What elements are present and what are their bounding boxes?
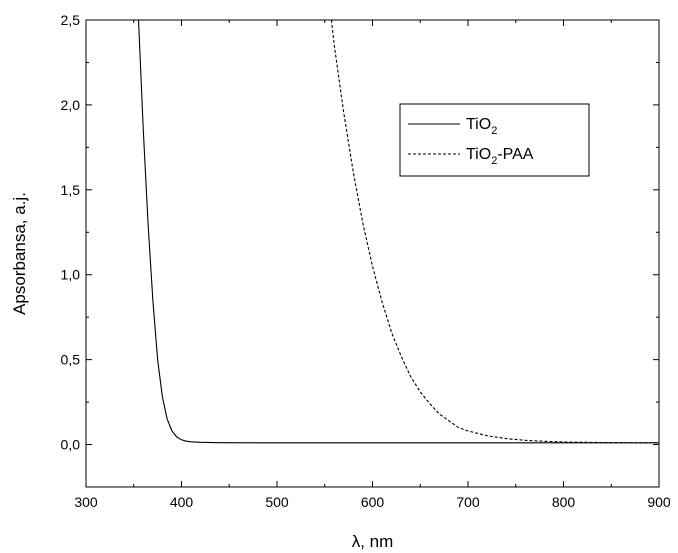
x-axis-title: λ, nm xyxy=(352,532,394,551)
series-line-1 xyxy=(137,20,659,444)
x-tick-label: 600 xyxy=(361,494,385,510)
y-tick-label: 0,0 xyxy=(61,437,81,453)
y-tick-label: 2,0 xyxy=(61,97,81,113)
x-tick-label: 900 xyxy=(647,494,671,510)
legend-label-2: TiO2-PAA xyxy=(466,146,534,167)
series-line-2 xyxy=(330,20,659,444)
y-tick-label: 1,0 xyxy=(61,267,81,283)
axes: 300 400 500 600 700 800 900 0,0 0,5 1,0 1,5 2,0 2,5 xyxy=(61,12,671,510)
legend-label-1: TiO2 xyxy=(466,116,497,137)
y-axis-title: Apsorbansa, a.j. xyxy=(10,192,29,315)
y-tick-label: 0,5 xyxy=(61,352,81,368)
plot-frame xyxy=(85,19,660,488)
x-tick-label: 700 xyxy=(456,494,480,510)
x-tick-label: 400 xyxy=(170,494,194,510)
y-tick-label: 2,5 xyxy=(61,12,81,28)
x-tick-label: 800 xyxy=(552,494,576,510)
x-tick-label: 300 xyxy=(74,494,98,510)
x-tick-label: 500 xyxy=(265,494,289,510)
legend: TiO2 TiO2-PAA xyxy=(399,103,590,177)
series-group xyxy=(137,20,659,444)
legend-box xyxy=(399,103,590,177)
plot-area xyxy=(85,19,660,488)
y-tick-label: 1,5 xyxy=(61,182,81,198)
